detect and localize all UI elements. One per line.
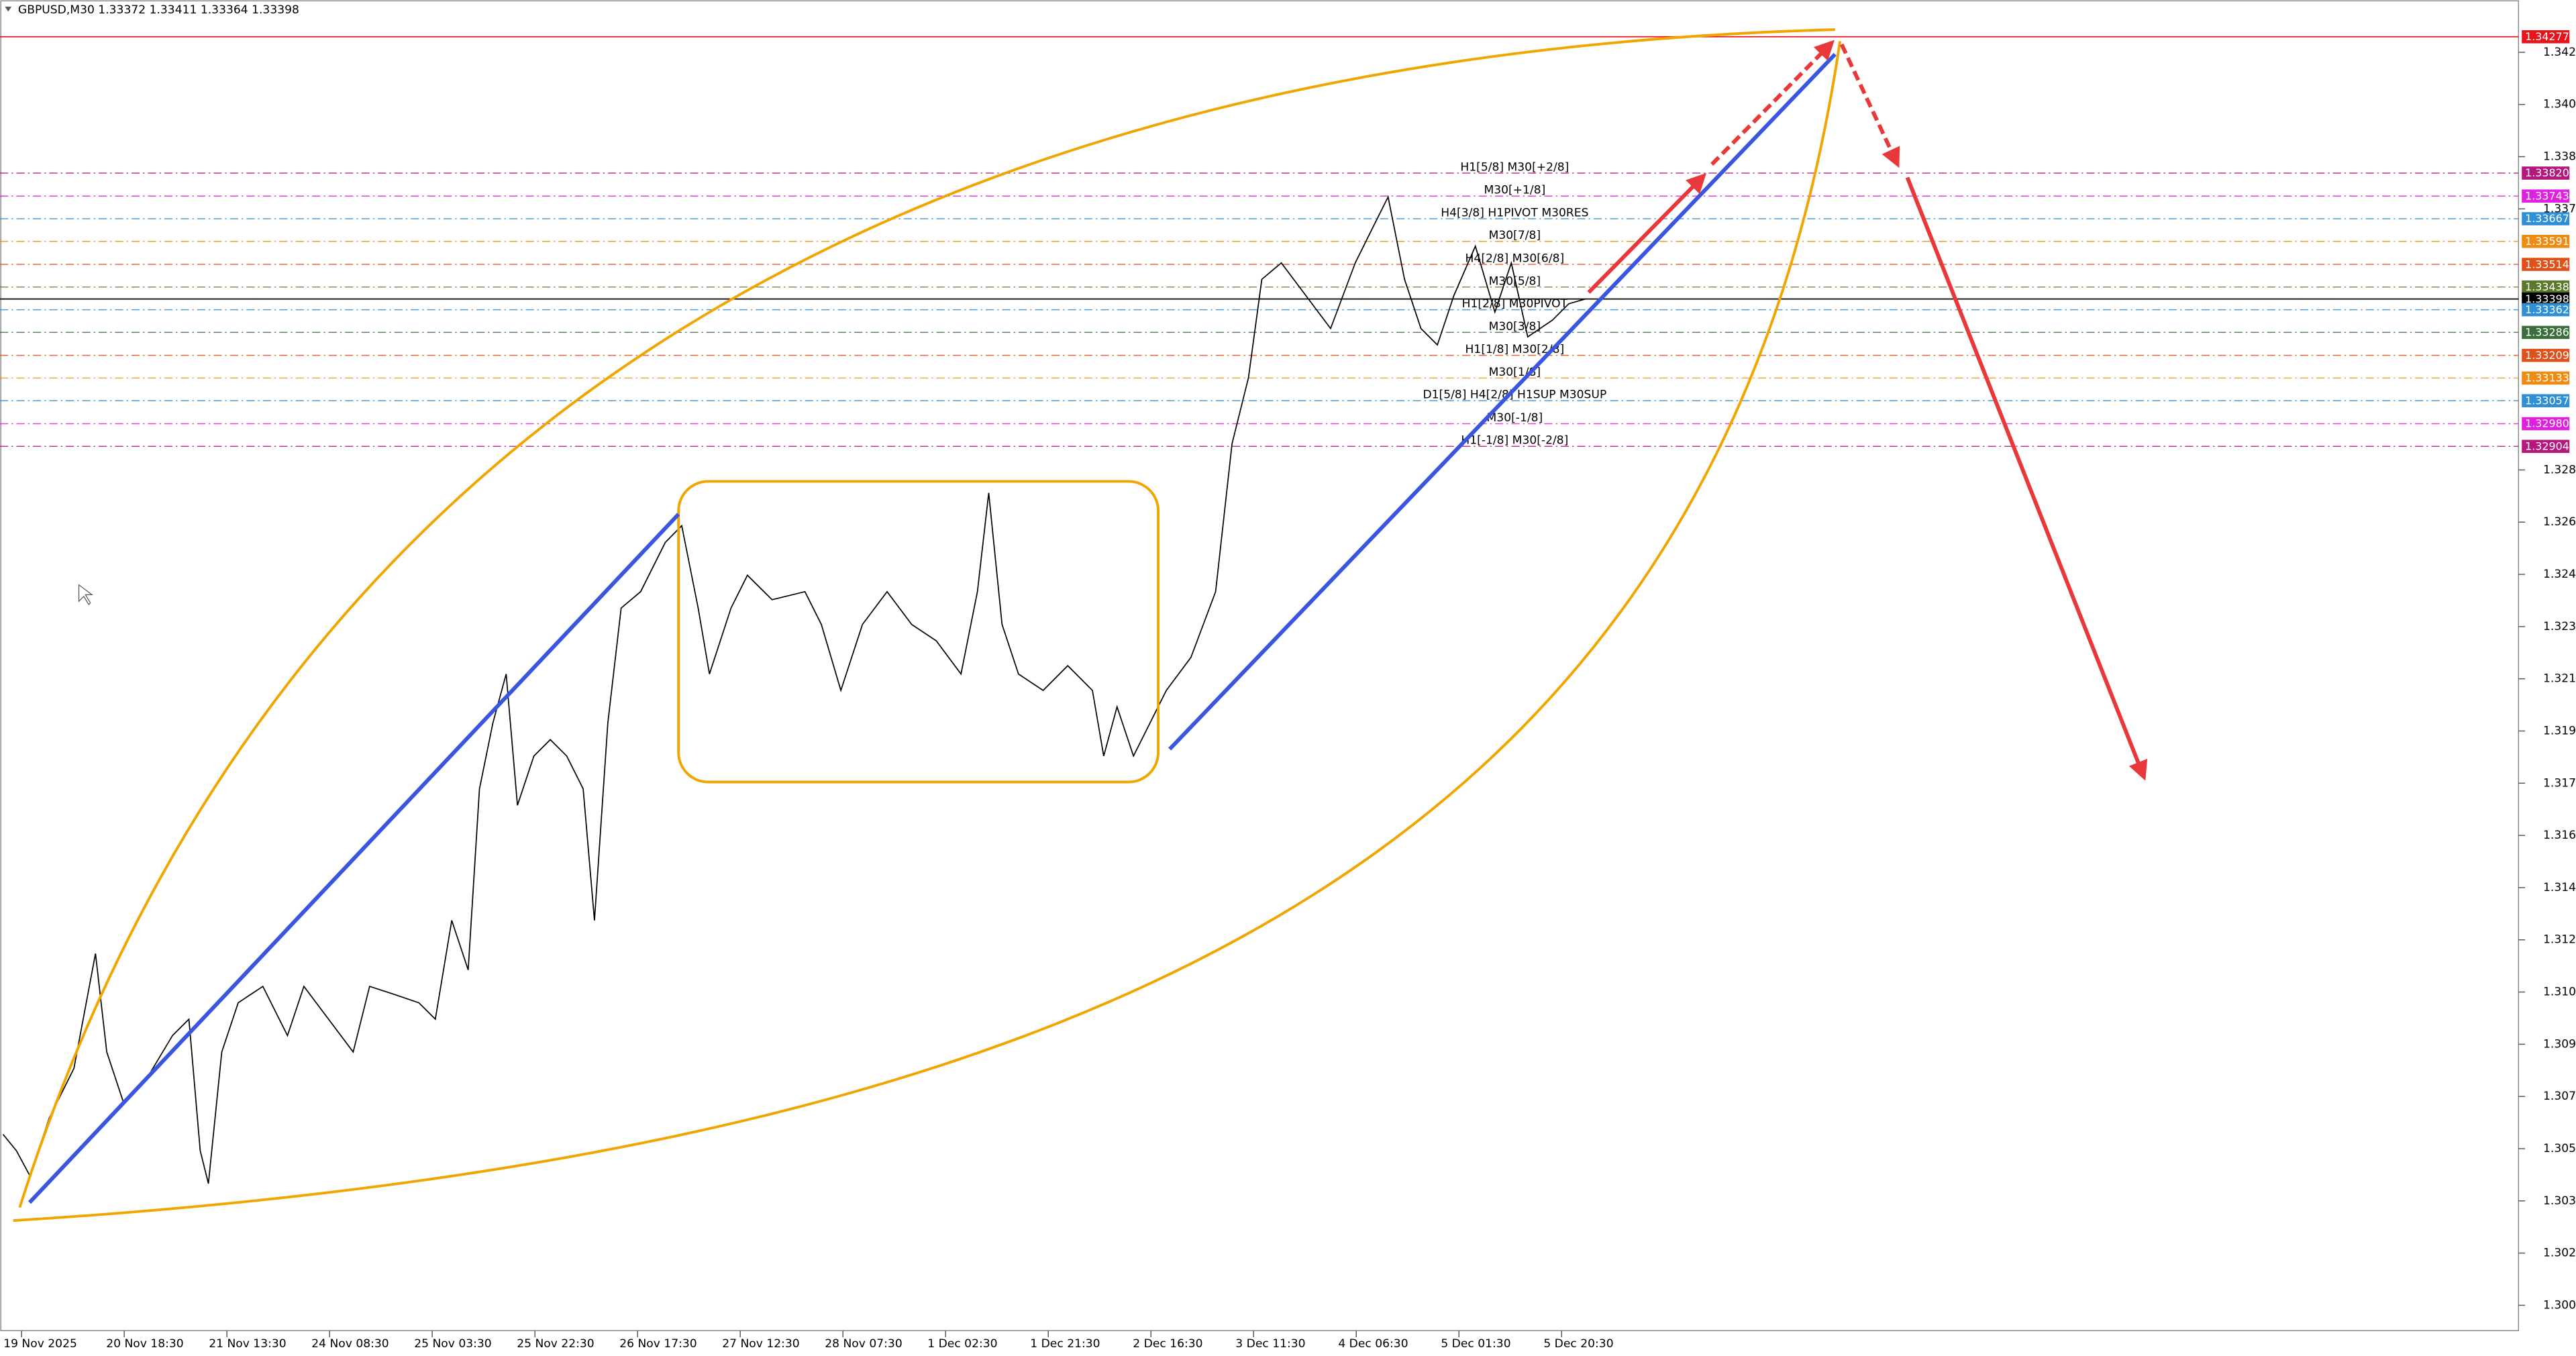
x-tick-label: 1 Dec 02:30 — [927, 1337, 997, 1351]
price-box — [2522, 212, 2570, 225]
price-box — [2522, 166, 2570, 180]
price-box — [2522, 325, 2570, 340]
y-tick-label: 1.30025 — [2543, 1298, 2576, 1312]
y-tick-label: 1.30550 — [2543, 1142, 2576, 1155]
x-tick-label: 25 Nov 03:30 — [414, 1337, 491, 1351]
level-label: H1[5/8] M30[+2/8] — [1460, 160, 1569, 174]
level-label: D1[5/8] H4[2/8] H1SUP M30SUP — [1423, 388, 1606, 402]
level-label: M30[+1/8] — [1484, 184, 1545, 197]
x-tick-label: 5 Dec 20:30 — [1543, 1337, 1613, 1351]
price-box-label: 1.33591 — [2525, 235, 2569, 248]
price-box-label: 1.32980 — [2525, 417, 2569, 430]
y-tick-label: 1.34050 — [2543, 98, 2576, 111]
forecast-arrow — [1905, 176, 2148, 781]
forecast-arrow — [1839, 43, 1900, 168]
cursor-icon — [78, 584, 93, 606]
price-box — [2522, 189, 2570, 203]
forecast-arrow — [1587, 172, 1707, 294]
price-box-label: 1.33398 — [2525, 293, 2569, 305]
level-label: H4[2/8] M30[6/8] — [1465, 252, 1565, 265]
price-box — [2522, 303, 2570, 317]
price-box-label: 1.33820 — [2525, 166, 2569, 179]
x-tick-label: 21 Nov 13:30 — [209, 1337, 286, 1351]
level-label: M30[7/8] — [1489, 229, 1541, 242]
level-label: M30[3/8] — [1489, 320, 1541, 333]
price-box — [2522, 394, 2570, 408]
y-tick-label: 1.30725 — [2543, 1090, 2576, 1103]
price-box — [2522, 417, 2570, 431]
price-box-label: 1.33133 — [2525, 372, 2569, 384]
trend-line — [28, 513, 680, 1204]
y-tick-label: 1.31425 — [2543, 881, 2576, 894]
price-box-label: 1.33438 — [2525, 280, 2569, 293]
price-box-label: 1.32904 — [2525, 440, 2569, 453]
x-tick-label: 24 Nov 08:30 — [311, 1337, 389, 1351]
y-tick-label: 1.31600 — [2543, 829, 2576, 842]
price-box-label: 1.34277 — [2525, 30, 2569, 43]
x-tick-label: 19 Nov 2025 — [3, 1337, 77, 1351]
price-box-label: 1.33667 — [2525, 212, 2569, 225]
x-tick-label: 3 Dec 11:30 — [1235, 1337, 1305, 1351]
y-tick-label: 1.31250 — [2543, 933, 2576, 947]
price-box — [2522, 371, 2570, 385]
price-box — [2522, 439, 2570, 454]
price-box — [2522, 280, 2570, 294]
price-box-label: 1.33286 — [2525, 326, 2569, 339]
level-label: M30[-1/8] — [1487, 411, 1543, 425]
range-box — [677, 480, 1160, 784]
price-box — [2522, 235, 2570, 248]
level-label: H1[-1/8] M30[-2/8] — [1461, 434, 1568, 448]
orange-arc — [13, 40, 1842, 1222]
y-tick-label: 1.31950 — [2543, 724, 2576, 737]
y-tick-label: 1.30900 — [2543, 1037, 2576, 1051]
y-tick-label: 1.31075 — [2543, 986, 2576, 999]
y-tick-label: 1.33875 — [2543, 150, 2576, 164]
y-tick-label: 1.34225 — [2543, 46, 2576, 59]
x-tick-label: 1 Dec 21:30 — [1030, 1337, 1100, 1351]
levels: 1.34277 H1[5/8] M30[+2/8] 1.33820 M30[+1/8]… — [0, 30, 2570, 454]
y-tick-label: 1.30375 — [2543, 1194, 2576, 1208]
y-tick-label: 1.32650 — [2543, 515, 2576, 529]
price-box — [2522, 348, 2570, 362]
price-box-label: 1.33057 — [2525, 394, 2569, 407]
forecast-arrow — [1710, 40, 1835, 166]
y-tick-label: 1.30200 — [2543, 1247, 2576, 1260]
x-tick-label: 20 Nov 18:30 — [106, 1337, 183, 1351]
price-line — [2, 195, 1586, 1184]
plot-frame — [0, 0, 2520, 1331]
drawings — [13, 28, 2148, 1222]
x-tick-label: 5 Dec 01:30 — [1441, 1337, 1510, 1351]
level-label: H4[3/8] H1PIVOT M30RES — [1441, 206, 1588, 219]
price-box-label: 1.33514 — [2525, 258, 2569, 270]
y-tick-label: 1.32125 — [2543, 672, 2576, 686]
price-box-label: 1.33362 — [2525, 303, 2569, 316]
y-tick-label: 1.32825 — [2543, 463, 2576, 476]
trend-line — [1168, 52, 1837, 751]
price-box-label: 1.33209 — [2525, 349, 2569, 362]
level-label: H1[2/8] M30PIVOT — [1462, 297, 1568, 311]
y-tick-label: 1.33700 — [2543, 202, 2576, 215]
x-tick-label: 27 Nov 12:30 — [722, 1337, 799, 1351]
level-label: H1[1/8] M30[2/8] — [1465, 343, 1565, 356]
x-tick-label: 25 Nov 22:30 — [517, 1337, 594, 1351]
chart-title: GBPUSD,M30 1.33372 1.33411 1.33364 1.333… — [18, 3, 299, 17]
y-tick-label: 1.32300 — [2543, 620, 2576, 633]
level-label: M30[5/8] — [1489, 274, 1541, 288]
x-tick-label: 28 Nov 07:30 — [825, 1337, 902, 1351]
symbol-menu[interactable] — [5, 6, 12, 12]
y-tick-label: 1.32475 — [2543, 568, 2576, 581]
x-tick-label: 2 Dec 16:30 — [1133, 1337, 1202, 1351]
price-box — [2522, 258, 2570, 271]
orange-arc — [18, 28, 1835, 1208]
x-tick-label: 26 Nov 17:30 — [619, 1337, 697, 1351]
x-tick-label: 4 Dec 06:30 — [1338, 1337, 1408, 1351]
price-box — [2522, 292, 2570, 306]
y-tick-label: 1.31775 — [2543, 776, 2576, 790]
price-box — [2522, 30, 2570, 44]
price-box-label: 1.33743 — [2525, 189, 2569, 202]
